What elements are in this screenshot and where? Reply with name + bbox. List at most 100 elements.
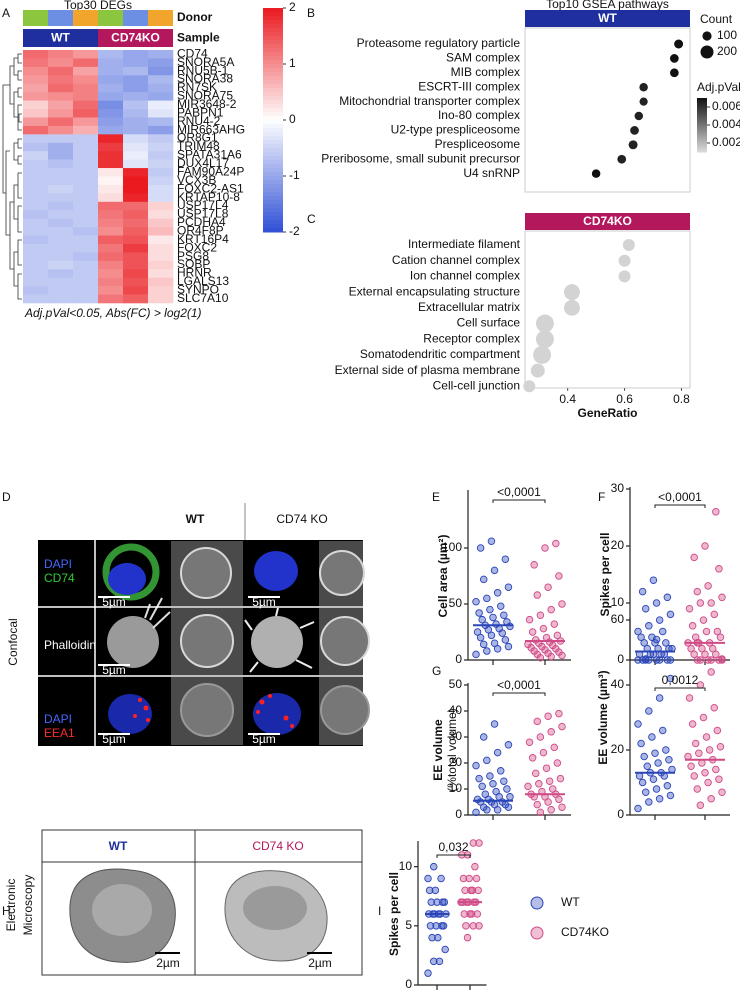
em-nucleus — [92, 884, 152, 936]
x-tick-label: 0.6 — [616, 392, 633, 406]
colorbar-segment — [263, 172, 283, 177]
data-point — [699, 616, 708, 624]
heatmap-cell — [98, 100, 124, 110]
heatmap-cell — [98, 260, 124, 270]
category-label: ESCRT-III complex — [418, 79, 520, 93]
data-point — [658, 627, 667, 636]
frame — [41, 829, 363, 976]
colorbar-segment — [263, 144, 283, 149]
scale-label: 5µm — [102, 595, 126, 609]
significance-bracket — [492, 692, 546, 696]
dot — [533, 345, 552, 364]
scale-label: 5µm — [252, 595, 276, 609]
colorbar-segment — [263, 224, 283, 229]
heatmap-cell — [98, 210, 124, 219]
colorbar-segment — [263, 8, 283, 13]
gene-label: KRT16P4 — [177, 232, 229, 246]
caption: Adj.pVal<0.05, Abs(FC) > log2(1) — [24, 306, 202, 320]
heatmap-cell — [148, 75, 174, 85]
heatmap-cell — [123, 184, 149, 194]
dot — [618, 254, 631, 267]
heatmap-cell — [48, 50, 74, 59]
plot-area — [524, 230, 691, 389]
heatmap-cell — [148, 176, 174, 186]
colorbar-segment — [263, 216, 283, 221]
data-point — [469, 839, 478, 847]
strip-header — [525, 213, 690, 230]
y-tick-label: 0 — [405, 977, 412, 991]
data-point — [701, 542, 709, 550]
heatmap-cell — [48, 109, 74, 118]
y-tick-label: 20 — [449, 755, 463, 769]
category-label: External side of plasma membrane — [335, 363, 521, 377]
data-point — [478, 782, 486, 791]
data-point — [431, 886, 440, 895]
data-point — [645, 798, 653, 806]
heatmap-cell — [98, 269, 124, 278]
data-point — [550, 743, 559, 752]
strip-header-label: WT — [598, 11, 617, 25]
data-point — [427, 898, 436, 906]
heatmap-cell — [123, 134, 149, 144]
colorbar-segment — [263, 160, 283, 165]
y-tick-label: 0 — [617, 652, 624, 666]
heatmap-cell — [23, 286, 49, 295]
data-point — [553, 759, 562, 767]
colorbar-segment — [263, 28, 283, 33]
scale-label: 5µm — [102, 663, 126, 677]
scale-label: 2µm — [156, 956, 180, 970]
category-label: Ion channel complex — [410, 269, 520, 283]
colorbar-segment — [263, 168, 283, 173]
data-point — [539, 624, 548, 633]
data-point — [548, 785, 557, 793]
data-point — [648, 733, 656, 741]
colorbar-segment — [263, 116, 283, 121]
dot — [669, 54, 679, 63]
y-tick-label: 50 — [449, 677, 463, 691]
heatmap-cell — [123, 210, 149, 219]
data-point — [489, 780, 497, 788]
heatmap-cell — [23, 168, 49, 177]
colorbar-segment — [263, 56, 283, 61]
data-point — [666, 610, 675, 619]
gene-label: FOXC2 — [177, 240, 217, 254]
heatmap-cell — [73, 201, 99, 211]
heatmap-cell — [23, 134, 49, 144]
heatmap-cell — [123, 294, 149, 304]
data-point — [489, 613, 497, 622]
colorbar-segment — [263, 208, 283, 213]
heatmap-cell — [48, 159, 74, 169]
heatmap-cell — [48, 75, 74, 85]
data-point — [705, 746, 714, 754]
dot — [530, 363, 545, 378]
stain-label: DAPI — [44, 557, 72, 571]
donor-cell — [23, 10, 48, 26]
p-value: <0,0001 — [497, 485, 541, 499]
colorbar-label: 2 — [289, 0, 296, 14]
annotation-label: Sample — [177, 31, 220, 45]
heatmap-cell — [123, 176, 149, 186]
heatmap-cell — [73, 294, 99, 304]
data-point — [424, 969, 432, 977]
heatmap-cell — [148, 151, 174, 160]
heatmap-cell — [123, 58, 149, 68]
heatmap-cell — [148, 100, 174, 110]
cell-outline — [180, 547, 370, 737]
nucleus — [108, 563, 146, 595]
heatmap-cell — [48, 134, 74, 144]
heatmap-cell — [23, 201, 49, 211]
confocal-panel: WT CD74 KO — [6, 503, 370, 746]
data-point — [701, 650, 709, 659]
colorbar-segment — [263, 80, 283, 85]
heatmap-cell — [123, 252, 149, 262]
colorbar-segment — [697, 128, 707, 131]
category-label: Cell surface — [457, 316, 521, 330]
heatmap-cell — [48, 176, 74, 186]
data-point — [487, 631, 496, 640]
data-point — [479, 733, 488, 741]
data-point — [472, 808, 480, 817]
data-point — [493, 748, 502, 757]
heatmap-cell — [148, 286, 174, 295]
data-point — [640, 639, 648, 647]
colorbar-segment — [697, 139, 707, 142]
